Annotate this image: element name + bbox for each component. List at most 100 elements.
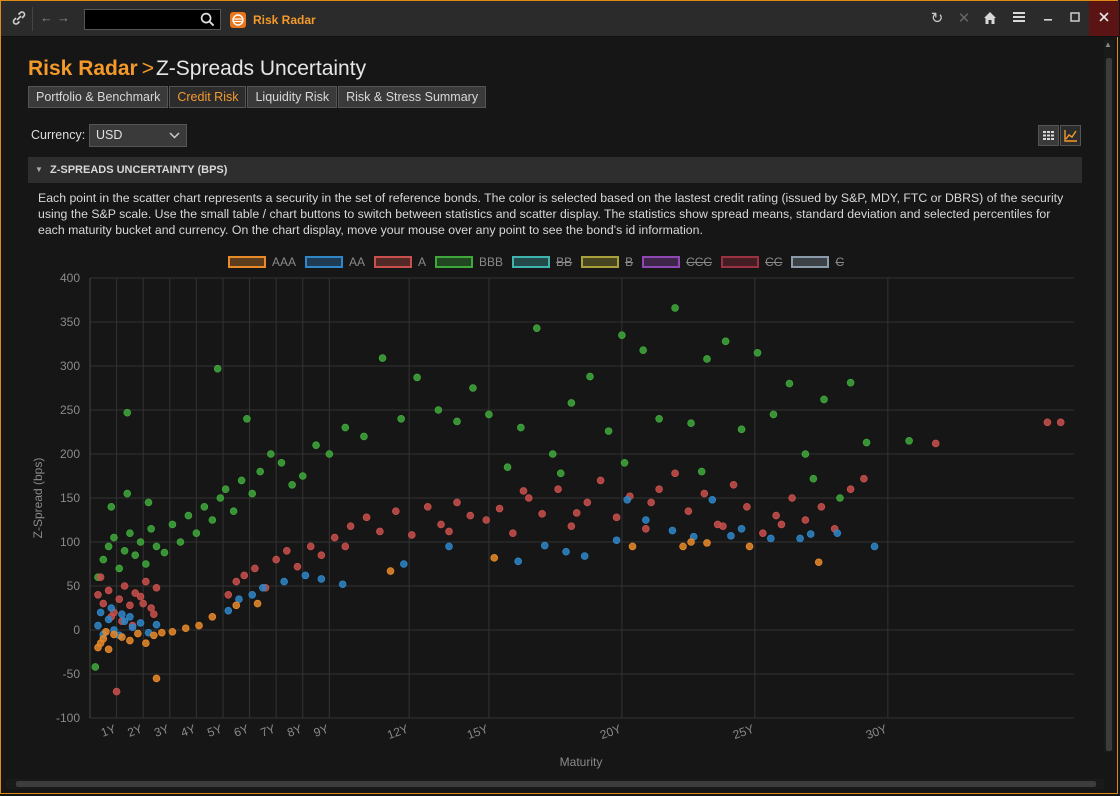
scatter-point-aaa[interactable] [195,621,203,630]
scatter-point-bbb[interactable] [267,450,275,458]
scatter-point-aaa[interactable] [490,554,499,562]
scatter-point-aa[interactable] [280,577,288,586]
scatter-point-a[interactable] [860,474,868,483]
scatter-point-bbb[interactable] [237,476,246,485]
tab-credit-risk[interactable]: Credit Risk [169,86,247,108]
scatter-point-aa[interactable] [562,547,570,556]
legend-item-ccc[interactable]: CCC [642,254,712,270]
scatter-point-a[interactable] [376,527,384,536]
scatter-point-bbb[interactable] [360,432,368,441]
scatter-point-bbb[interactable] [325,450,334,458]
scatter-point-a[interactable] [423,502,432,511]
scatter-point-a[interactable] [341,542,350,551]
link-icon[interactable] [11,10,29,28]
scatter-point-a[interactable] [684,507,693,516]
scatter-point-a[interactable] [572,509,581,517]
scatter-point-bbb[interactable] [104,542,113,551]
legend-item-cc[interactable]: CC [721,254,782,270]
tab-risk-stress-summary[interactable]: Risk & Stress Summary [338,86,487,108]
scatter-point-a[interactable] [251,564,259,573]
scatter-point-bbb[interactable] [126,529,134,537]
scatter-point-a[interactable] [445,527,453,536]
scatter-point-a[interactable] [152,583,161,592]
scatter-point-aa[interactable] [107,604,116,612]
scatter-point-aa[interactable] [727,532,735,540]
scatter-point-bbb[interactable] [142,560,150,568]
scatter-point-a[interactable] [96,573,105,581]
home-icon[interactable] [981,10,999,28]
scatter-point-a[interactable] [147,604,155,612]
scatter-point-bbb[interactable] [687,419,695,428]
legend-item-aaa[interactable]: AAA [228,254,296,270]
scatter-point-a[interactable] [719,522,727,530]
scatter-point-bbb[interactable] [586,372,594,381]
scatter-point-a[interactable] [142,577,150,586]
scatter-point-aa[interactable] [94,621,102,630]
section-header[interactable]: ▼ Z-SPREADS UNCERTAINTY (BPS) [28,157,1082,183]
scatter-point-a[interactable] [330,533,339,542]
scatter-point-aa[interactable] [128,623,137,632]
scatter-point-bbb[interactable] [208,516,217,524]
scatter-point-aaa[interactable] [158,628,166,637]
scatter-point-bbb[interactable] [809,474,818,483]
refresh-icon[interactable]: ↻ [930,10,944,27]
scatter-point-bbb[interactable] [192,529,201,537]
scatter-point-bbb[interactable] [277,458,286,467]
scatter-point-aa[interactable] [96,608,105,617]
scatter-point-aa[interactable] [136,619,145,627]
scatter-point-bbb[interactable] [485,410,493,419]
scatter-point-bbb[interactable] [469,384,477,392]
scatter-point-aa[interactable] [126,612,134,621]
scatter-point-bbb[interactable] [229,507,238,516]
scatter-point-a[interactable] [772,511,780,520]
scatter-point-aa[interactable] [870,542,879,551]
scatter-point-aa[interactable] [338,580,347,589]
scatter-point-a[interactable] [538,510,546,518]
scatter-point-aaa[interactable] [745,542,754,551]
scatter-point-aa[interactable] [708,495,717,504]
scatter-point-a[interactable] [647,498,655,507]
scatter-point-a[interactable] [612,513,621,522]
scatter-point-a[interactable] [99,599,108,608]
scatter-point-aaa[interactable] [152,674,161,683]
close-x-icon[interactable]: ✕ [957,10,971,27]
scatter-point-bbb[interactable] [503,463,512,472]
collapse-triangle-icon[interactable]: ▼ [35,165,43,174]
scatter-point-aaa[interactable] [150,631,158,640]
scatter-point-bbb[interactable] [213,364,222,373]
scatter-point-bbb[interactable] [123,489,132,498]
scatter-point-aaa[interactable] [110,630,118,639]
scatter-point-bbb[interactable] [671,304,679,312]
scatter-point-bbb[interactable] [176,538,185,546]
vertical-scroll-thumb[interactable] [1106,58,1112,751]
scatter-point-bbb[interactable] [655,414,663,423]
legend-item-b[interactable]: B [581,254,633,270]
scatter-point-bbb[interactable] [298,472,307,480]
scatter-point-aaa[interactable] [253,599,262,608]
scatter-point-a[interactable] [482,516,491,524]
scatter-point-a[interactable] [115,595,124,603]
tab-portfolio-benchmark[interactable]: Portfolio & Benchmark [28,86,169,108]
scatter-point-a[interactable] [817,502,826,511]
scatter-point-a[interactable] [583,498,592,507]
menu-icon[interactable] [1010,10,1028,28]
scatter-point-aaa[interactable] [232,601,241,610]
scatter-point-a[interactable] [1043,418,1052,427]
scatter-point-a[interactable] [293,562,302,571]
legend-item-a[interactable]: A [374,254,426,270]
scatter-point-a[interactable] [801,516,810,524]
scatter-point-a[interactable] [104,586,113,595]
scatter-point-aaa[interactable] [181,624,190,633]
scatter-point-bbb[interactable] [152,542,161,551]
scatter-point-a[interactable] [240,571,249,580]
scatter-point-aa[interactable] [235,595,243,603]
scatter-point-bbb[interactable] [836,494,844,502]
search-icon[interactable] [200,12,216,28]
scatter-point-a[interactable] [567,522,576,530]
scatter-point-bbb[interactable] [721,337,730,346]
scatter-point-bbb[interactable] [115,564,124,573]
scatter-point-a[interactable] [136,592,145,601]
scatter-point-aaa[interactable] [118,633,126,641]
scatter-point-a[interactable] [362,513,371,522]
minimize-icon[interactable] [1039,10,1057,28]
